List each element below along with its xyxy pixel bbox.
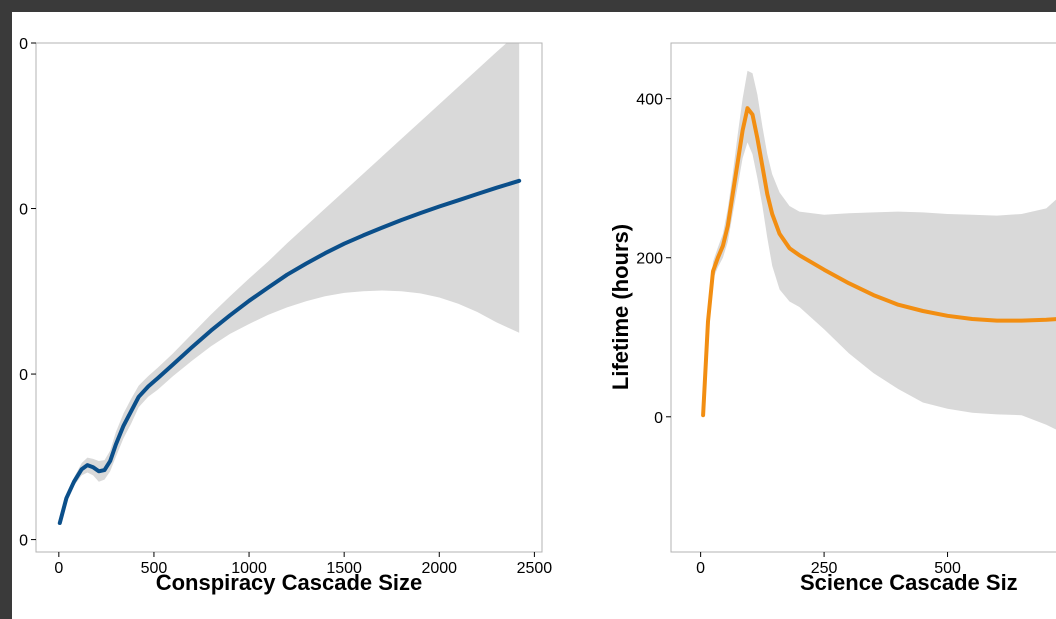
y-tick-label: 0: [19, 202, 28, 219]
science-y-axis-title: Lifetime (hours): [608, 224, 633, 390]
science-panel: 0 250 500 0 200 400: [636, 42, 1056, 577]
confidence-band: [703, 70, 1056, 430]
x-tick-label: 1500: [326, 560, 362, 577]
x-tick-label: 1000: [231, 560, 267, 577]
confidence-band: [59, 43, 520, 523]
conspiracy-x-axis-title: Conspiracy Cascade Size: [156, 570, 423, 595]
plot-region-0: [57, 43, 522, 525]
plot-region-1: [701, 70, 1056, 430]
x-tick-label: 0: [696, 560, 705, 577]
panel-border: [35, 42, 543, 553]
series-line: [57, 178, 522, 525]
y-tick-label: 200: [636, 251, 663, 268]
y-tick-label: 0: [19, 533, 28, 550]
x-tick-label: 0: [54, 560, 63, 577]
x-tick-label: 2000: [421, 560, 457, 577]
panel-border: [670, 42, 1056, 553]
x-tick-label: 250: [811, 560, 838, 577]
y-tick-label: 0: [19, 367, 28, 384]
conspiracy-panel: 0 500 1000 1500 2000 2500 0 0 0 0: [19, 36, 553, 577]
x-tick-label: 500: [934, 560, 961, 577]
science-x-axis-title: Science Cascade Siz: [800, 570, 1018, 595]
x-tick-label: 500: [141, 560, 168, 577]
x-tick-label: 2500: [517, 560, 553, 577]
series-line: [701, 106, 1056, 418]
y-tick-label: 400: [636, 92, 663, 109]
y-tick-label: 0: [19, 36, 28, 53]
plot-area: 0 500 1000 1500 2000 2500 0 0 0 0 0 250 500 0 200 400 …: [12, 12, 1056, 619]
y-tick-label: 0: [654, 410, 663, 427]
